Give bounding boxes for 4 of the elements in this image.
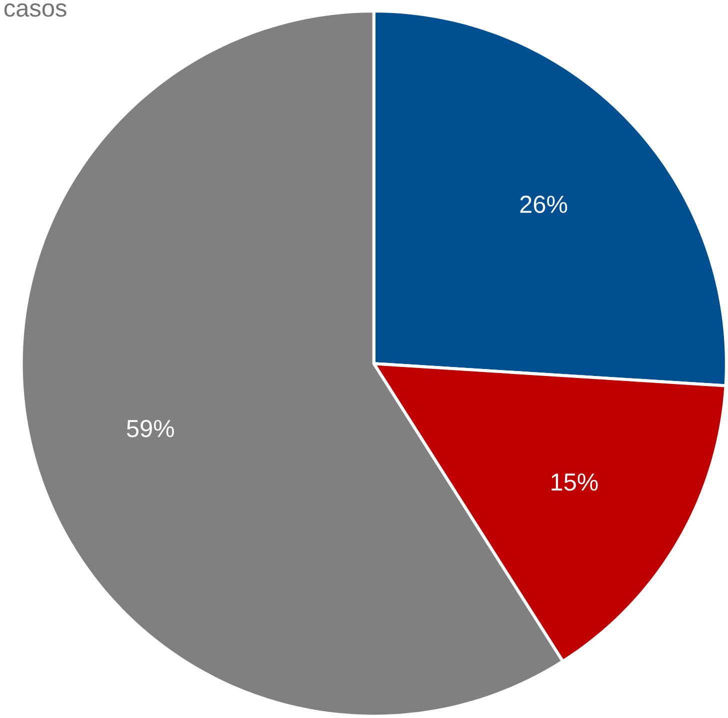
data-label: 15% [552, 474, 598, 491]
data-label: 59% [126, 420, 174, 438]
data-label: 26% [520, 196, 568, 214]
text: casos [4, 3, 66, 17]
